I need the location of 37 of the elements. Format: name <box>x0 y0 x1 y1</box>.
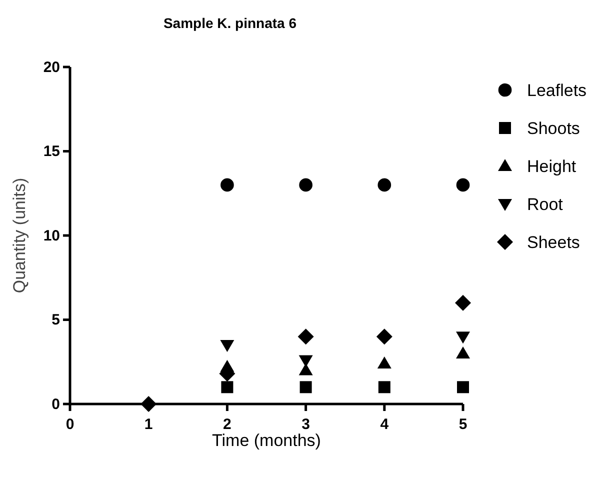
point <box>457 381 469 394</box>
point <box>298 355 313 368</box>
x-tick-label: 1 <box>144 416 153 433</box>
x-tick-label: 5 <box>458 416 468 433</box>
point <box>376 328 392 345</box>
y-axis-title: Quantity (units) <box>10 178 29 294</box>
point <box>378 381 390 394</box>
point <box>456 178 470 192</box>
legend-label: Height <box>527 157 576 176</box>
y-tick-label: 0 <box>52 396 60 413</box>
y-tick-label: 20 <box>43 58 60 76</box>
legend-label: Sheets <box>527 233 580 252</box>
x-tick-label: 0 <box>66 416 74 433</box>
x-tick-label: 2 <box>223 416 232 433</box>
x-axis-title: Time (months) <box>212 431 321 450</box>
point <box>300 381 312 394</box>
point <box>220 340 234 352</box>
y-tick-label: 5 <box>52 312 60 329</box>
x-tick-label: 4 <box>380 416 390 433</box>
point <box>298 328 314 345</box>
point <box>377 356 392 369</box>
point <box>298 363 313 376</box>
point <box>456 332 470 344</box>
point <box>220 178 234 192</box>
point <box>221 381 234 394</box>
legend-label: Shoots <box>527 119 580 138</box>
legend-label: Root <box>527 195 564 214</box>
y-tick-label: 15 <box>43 143 60 160</box>
point <box>140 396 157 412</box>
legend-label: Leaflets <box>527 81 587 100</box>
y-tick-label: 10 <box>43 227 60 244</box>
x-tick-label: 3 <box>302 416 310 433</box>
point <box>456 346 470 358</box>
point <box>455 294 471 311</box>
point <box>378 178 392 192</box>
point <box>299 178 312 192</box>
chart-title: Sample K. pinnata 6 <box>163 15 297 31</box>
